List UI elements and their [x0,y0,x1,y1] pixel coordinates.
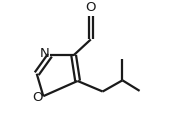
Text: O: O [86,1,96,14]
Text: O: O [32,91,43,104]
Text: N: N [40,47,50,60]
